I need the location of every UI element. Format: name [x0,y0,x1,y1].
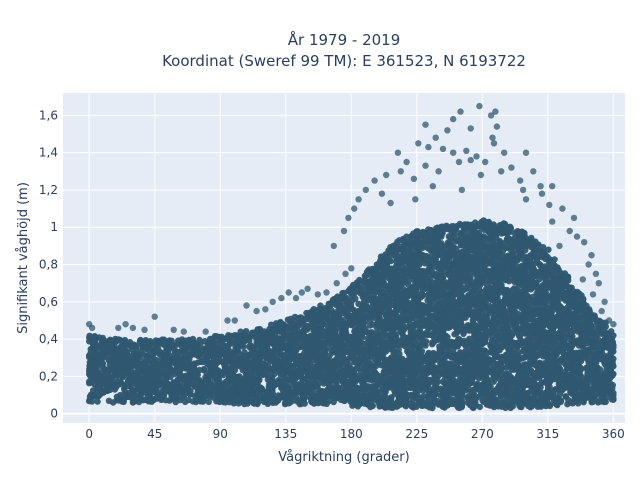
data-point-278 [119,374,126,381]
data-point-3117 [387,258,394,265]
data-point-764 [181,391,188,398]
data-point-2793 [369,402,376,410]
data-point-532 [150,350,157,357]
data-point-954 [205,398,212,406]
data-point-3886 [422,342,429,349]
data-point-797 [187,387,194,395]
data-point-542 [152,356,160,364]
data-point-1032 [214,377,221,384]
data-point-498 [147,338,154,345]
data-point-1865 [301,400,308,407]
data-point-2663 [360,321,367,328]
data-point-3794 [418,347,426,355]
data-point-2109 [321,349,328,356]
data-point-576 [157,377,164,384]
data-points [86,102,617,412]
data-point-1084 [221,361,228,368]
data-point-18 [88,398,96,405]
data-point-88 [94,398,101,405]
data-point-1176 [231,367,239,374]
data-point-4722 [458,401,466,408]
data-point-2626 [358,331,365,339]
data-point-125 [99,360,106,367]
data-point-1257 [240,343,247,350]
